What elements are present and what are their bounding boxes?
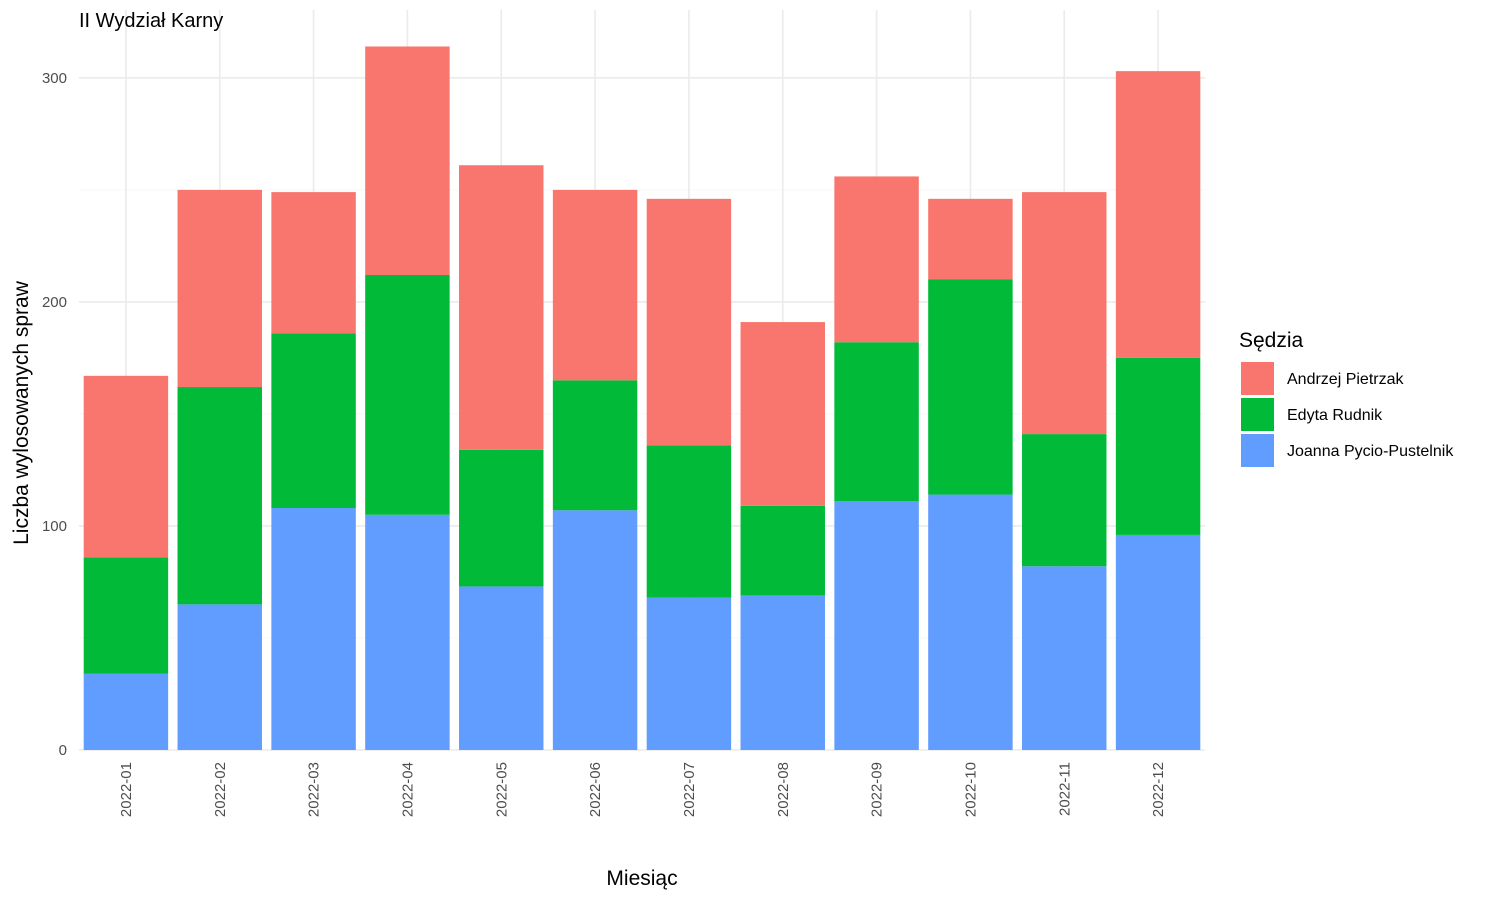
bar-2022-06-joanna-pycio-pustelnik [552,510,638,750]
bar-2022-08-andrzej-pietrzak [740,322,825,506]
bar-2022-02-joanna-pycio-pustelnik [177,604,262,750]
bar-2022-08-joanna-pycio-pustelnik [740,595,825,750]
bar-2022-10-andrzej-pietrzak [928,198,1013,280]
bar-2022-06-andrzej-pietrzak [552,189,638,381]
bar-2022-01-andrzej-pietrzak [83,375,169,558]
legend-label: Andrzej Pietrzak [1287,371,1404,388]
legend-title: Sędzia [1239,329,1304,352]
bar-2022-05-joanna-pycio-pustelnik [459,586,544,750]
x-tick-label: 2022-02 [212,762,229,817]
bar-2022-12-joanna-pycio-pustelnik [1115,534,1201,750]
x-tick-label: 2022-03 [306,762,323,817]
bar-2022-01-edyta-rudnik [83,557,169,674]
legend-key [1241,398,1274,431]
bar-2022-11-edyta-rudnik [1022,434,1107,567]
legend-label: Joanna Pycio-Pustelnik [1287,443,1454,460]
x-axis-ticks: 2022-01 2022-02 2022-03 2022-04 2022-05 2022-… [118,762,1167,817]
x-tick-label: 2022-08 [775,762,792,817]
bar-2022-10-edyta-rudnik [928,279,1013,495]
legend-label: Edyta Rudnik [1287,407,1383,424]
bar-2022-01-joanna-pycio-pustelnik [83,673,169,750]
y-axis-title: Liczba wylosowanych spraw [10,280,33,545]
bar-2022-11-andrzej-pietrzak [1022,192,1107,435]
bars [83,46,1201,750]
bar-2022-05-andrzej-pietrzak [459,165,544,450]
legend: Sędzia Andrzej Pietrzak Edyta Rudnik Joann… [1239,329,1454,467]
bar-2022-02-andrzej-pietrzak [177,189,262,388]
y-tick-label: 200 [42,294,67,311]
bar-2022-03-joanna-pycio-pustelnik [271,508,356,750]
y-tick-label: 100 [42,518,67,535]
bar-2022-12-andrzej-pietrzak [1115,71,1201,358]
bar-2022-03-andrzej-pietrzak [271,192,356,334]
bar-2022-04-joanna-pycio-pustelnik [365,514,450,750]
y-axis-ticks: 0 100 200 300 [42,70,67,759]
bar-2022-07-andrzej-pietrzak [646,198,732,446]
x-tick-label: 2022-12 [1150,762,1167,817]
x-tick-label: 2022-09 [869,762,886,817]
bar-2022-06-edyta-rudnik [552,380,638,511]
bar-2022-09-edyta-rudnik [834,342,919,502]
bar-2022-07-edyta-rudnik [646,445,732,598]
x-tick-label: 2022-10 [962,762,979,817]
bar-2022-09-andrzej-pietrzak [834,176,919,343]
x-tick-label: 2022-05 [493,762,510,817]
x-tick-label: 2022-06 [587,762,604,817]
bar-2022-02-edyta-rudnik [177,387,262,605]
x-tick-label: 2022-01 [118,762,135,817]
legend-key [1241,434,1274,467]
y-tick-label: 300 [42,70,67,87]
legend-key [1241,362,1274,395]
bar-2022-11-joanna-pycio-pustelnik [1022,566,1107,750]
bar-2022-07-joanna-pycio-pustelnik [646,597,732,750]
bar-2022-03-edyta-rudnik [271,333,356,509]
chart-title: II Wydział Karny [79,10,223,32]
x-tick-label: 2022-04 [399,762,416,817]
x-tick-label: 2022-11 [1056,762,1073,816]
bar-2022-10-joanna-pycio-pustelnik [928,494,1013,750]
x-axis-title: Miesiąc [606,867,677,890]
x-tick-label: 2022-07 [681,762,698,817]
y-tick-label: 0 [59,742,67,759]
bar-2022-05-edyta-rudnik [459,449,544,587]
bar-2022-04-andrzej-pietrzak [365,46,450,276]
bar-2022-09-joanna-pycio-pustelnik [834,501,919,750]
bar-2022-12-edyta-rudnik [1115,357,1201,535]
bar-2022-04-edyta-rudnik [365,275,450,515]
bar-2022-08-edyta-rudnik [740,505,825,596]
